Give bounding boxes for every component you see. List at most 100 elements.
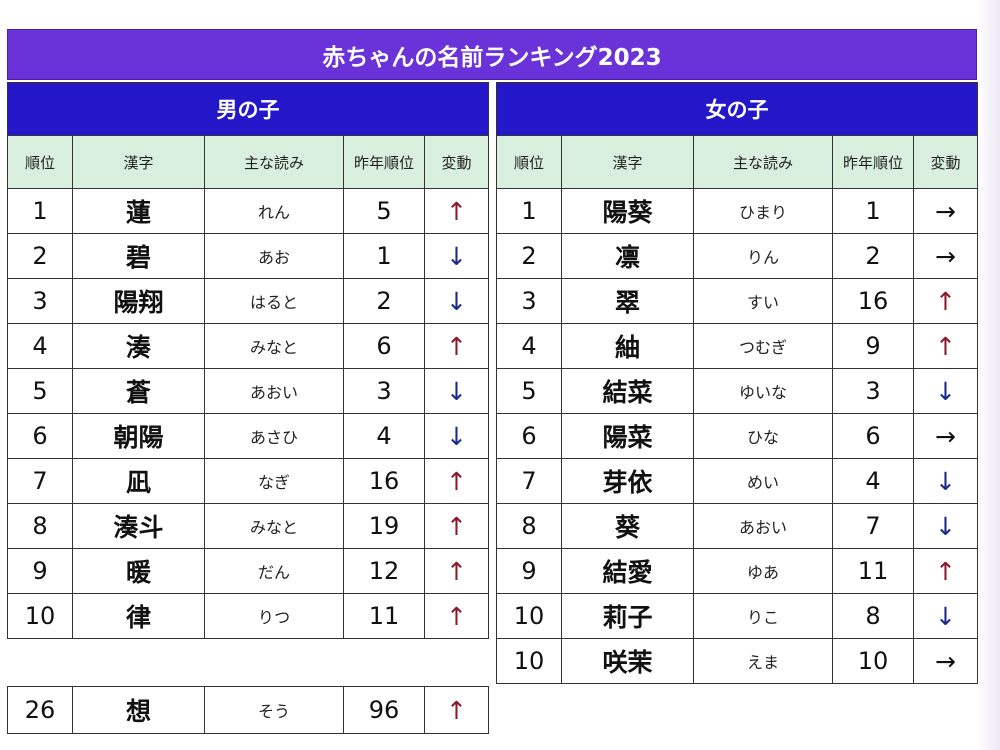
page-title: 赤ちゃんの名前ランキング2023: [7, 29, 977, 80]
down-arrow-icon: ↓: [912, 503, 979, 549]
column-header-last-rank: 昨年順位: [343, 135, 425, 189]
kanji-cell: 陽翔: [72, 278, 205, 324]
boys-heading: 男の子: [6, 82, 490, 136]
kanji-cell: 凛: [561, 233, 694, 279]
reading-cell: すい: [693, 278, 833, 324]
kanji-cell: 芽依: [561, 458, 694, 504]
rank-cell: 6: [496, 413, 562, 459]
rank-cell: 1: [496, 188, 562, 234]
up-arrow-icon: ↑: [423, 503, 490, 549]
flat-arrow-icon: →: [912, 638, 979, 684]
rank-cell: 9: [496, 548, 562, 594]
kanji-cell: 陽葵: [561, 188, 694, 234]
kanji-cell: 碧: [72, 233, 205, 279]
kanji-cell: 莉子: [561, 593, 694, 639]
reading-cell: りこ: [693, 593, 833, 639]
column-header-reading: 主な読み: [204, 135, 344, 189]
kanji-cell: 結菜: [561, 368, 694, 414]
kanji-cell: 蒼: [72, 368, 205, 414]
kanji-cell: 朝陽: [72, 413, 205, 459]
last-rank-cell: 5: [343, 188, 425, 234]
up-arrow-icon: ↑: [912, 278, 979, 324]
up-arrow-icon: ↑: [424, 686, 489, 734]
column-header-kanji: 漢字: [72, 135, 205, 189]
reading-cell: えま: [693, 638, 833, 684]
rank-cell: 2: [7, 233, 73, 279]
reading-cell: なぎ: [204, 458, 344, 504]
last-rank-cell: 1: [832, 188, 914, 234]
boys-extra-entry-table: 26 想 そう 96 ↑: [7, 686, 489, 734]
last-rank-cell: 11: [832, 548, 914, 594]
table-row: 4 紬つむぎ 9 ↑: [496, 323, 979, 369]
last-rank-cell: 2: [832, 233, 914, 279]
up-arrow-icon: ↑: [423, 188, 490, 234]
last-rank-cell: 2: [343, 278, 425, 324]
kanji-cell: 律: [72, 593, 205, 639]
last-rank-cell: 3: [343, 368, 425, 414]
down-arrow-icon: ↓: [912, 458, 979, 504]
up-arrow-icon: ↑: [423, 593, 490, 639]
table-row: 3 翠すい 16 ↑: [496, 278, 979, 324]
last-rank-cell: 6: [832, 413, 914, 459]
reading-cell: れん: [204, 188, 344, 234]
last-rank-cell: 3: [832, 368, 914, 414]
rank-cell: 5: [7, 368, 73, 414]
table-row: 6 朝陽 あさひ 4 ↓: [7, 413, 490, 459]
last-rank-cell: 10: [832, 638, 914, 684]
down-arrow-icon: ↓: [423, 278, 490, 324]
rank-cell: 1: [7, 188, 73, 234]
last-rank-cell: 11: [343, 593, 425, 639]
kanji-cell: 紬: [561, 323, 694, 369]
reading-cell: ゆあ: [693, 548, 833, 594]
rank-cell: 5: [496, 368, 562, 414]
column-header-kanji: 漢字: [561, 135, 694, 189]
table-row: 5 蒼あおい 3 ↓: [7, 368, 490, 414]
column-header-rank: 順位: [496, 135, 562, 189]
last-rank-cell: 19: [343, 503, 425, 549]
kanji-cell: 想: [72, 686, 205, 734]
reading-cell: そう: [204, 686, 344, 734]
last-rank-cell: 6: [343, 323, 425, 369]
boys-extra-row: 26 想 そう 96 ↑: [7, 686, 489, 734]
table-row: 10 律りつ 11 ↑: [7, 593, 490, 639]
rank-cell: 10: [496, 638, 562, 684]
table-row: 8 湊斗 みなと 19 ↑: [7, 503, 490, 549]
reading-cell: みなと: [204, 323, 344, 369]
last-rank-cell: 9: [832, 323, 914, 369]
column-header-last-rank: 昨年順位: [832, 135, 914, 189]
down-arrow-icon: ↓: [423, 233, 490, 279]
reading-cell: だん: [204, 548, 344, 594]
up-arrow-icon: ↑: [423, 548, 490, 594]
last-rank-cell: 7: [832, 503, 914, 549]
reading-cell: りん: [693, 233, 833, 279]
table-row: 2 碧あお 1 ↓: [7, 233, 490, 279]
up-arrow-icon: ↑: [912, 323, 979, 369]
kanji-cell: 暖: [72, 548, 205, 594]
rank-cell: 2: [496, 233, 562, 279]
last-rank-cell: 96: [343, 686, 425, 734]
reading-cell: ひな: [693, 413, 833, 459]
kanji-cell: 湊: [72, 323, 205, 369]
reading-cell: あお: [204, 233, 344, 279]
table-row: 4 湊みなと 6 ↑: [7, 323, 490, 369]
up-arrow-icon: ↑: [423, 323, 490, 369]
column-header-change: 変動: [912, 135, 979, 189]
table-row: 7 凪なぎ 16 ↑: [7, 458, 490, 504]
kanji-cell: 湊斗: [72, 503, 205, 549]
last-rank-cell: 1: [343, 233, 425, 279]
table-row: 9 結愛 ゆあ 11 ↑: [496, 548, 979, 594]
column-header-reading: 主な読み: [693, 135, 833, 189]
edge-shadow: [977, 0, 1000, 750]
down-arrow-icon: ↓: [423, 413, 490, 459]
kanji-cell: 咲茉: [561, 638, 694, 684]
rank-cell: 4: [7, 323, 73, 369]
table-row: 10 莉子 りこ 8 ↓: [496, 593, 979, 639]
flat-arrow-icon: →: [912, 233, 979, 279]
rank-cell: 3: [7, 278, 73, 324]
up-arrow-icon: ↑: [912, 548, 979, 594]
last-rank-cell: 4: [343, 413, 425, 459]
table-row: 2 凛りん 2 →: [496, 233, 979, 279]
table-row: 9 暖だん 12 ↑: [7, 548, 490, 594]
girls-ranking-table: 女の子 順位 漢字 主な読み 昨年順位 変動 1 陽葵 ひまり 1 → 2 凛りん 2 → 3 翠す…: [495, 82, 979, 684]
rank-cell: 3: [496, 278, 562, 324]
